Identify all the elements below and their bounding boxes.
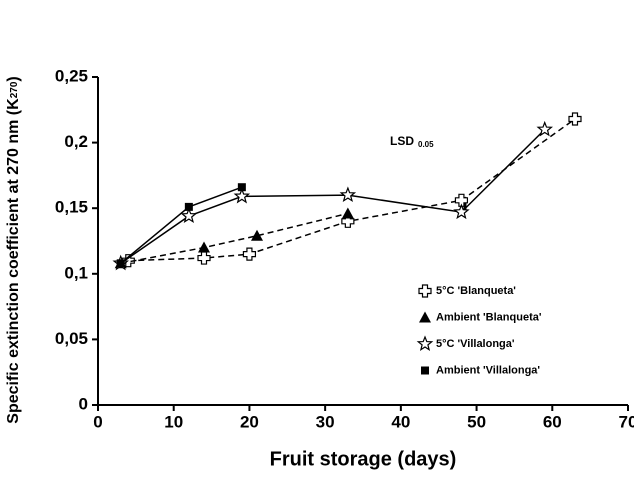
- cross-shape: [341, 214, 355, 228]
- y-tick-label: 0,05: [55, 329, 88, 348]
- triangle-shape: [198, 241, 210, 253]
- y-title-main: Specific extinction coefficient at 270 n…: [5, 98, 22, 424]
- marker-star: [416, 335, 434, 352]
- y-axis-title: Specific extinction coefficient at 270 n…: [5, 76, 22, 423]
- lsd-sub: 0.05: [418, 140, 434, 149]
- cross-shape: [454, 193, 469, 207]
- legend-label: 5°C 'Villalonga': [436, 338, 515, 350]
- x-tick-label: 0: [93, 412, 102, 431]
- y-tick-label: 0,15: [55, 198, 88, 217]
- marker-cross: [568, 112, 582, 126]
- marker-cross: [418, 284, 432, 298]
- marker-star: [453, 203, 470, 220]
- cross-shape: [418, 284, 432, 298]
- x-tick-label: 20: [240, 412, 259, 431]
- triangle-shape: [341, 207, 354, 219]
- series-line: [120, 212, 349, 265]
- star-shape: [536, 120, 554, 137]
- marker-star: [180, 207, 198, 224]
- marker-cross: [197, 251, 211, 265]
- y-title-end: ): [5, 76, 22, 81]
- marker-cross: [341, 214, 355, 228]
- legend-label: 5°C 'Blanqueta': [436, 285, 516, 297]
- x-tick-label: 10: [164, 412, 183, 431]
- marker-star: [233, 187, 251, 204]
- lsd-label: LSD 0.05: [390, 134, 434, 149]
- marker-cross: [242, 247, 257, 261]
- legend-label: Ambient 'Blanqueta': [436, 311, 542, 323]
- series-line: [120, 128, 546, 264]
- y-tick-label: 0,1: [64, 263, 88, 282]
- marker-triangle: [198, 241, 210, 253]
- marker-cross: [454, 193, 469, 207]
- y-tick-label: 0,25: [55, 66, 88, 85]
- legend-label: Ambient 'Villalonga': [436, 364, 540, 376]
- marker-star: [536, 120, 554, 137]
- cross-shape: [568, 112, 582, 126]
- triangle-shape: [251, 229, 263, 241]
- cross-shape: [197, 251, 211, 265]
- marker-square: [421, 366, 429, 375]
- lsd-text: LSD: [390, 134, 414, 148]
- marker-triangle: [251, 229, 263, 241]
- marker-triangle: [419, 311, 431, 323]
- y-title-sub: 270: [9, 81, 20, 98]
- y-tick-label: 0,2: [64, 132, 88, 151]
- marker-star: [339, 186, 357, 203]
- x-tick-label: 30: [316, 412, 335, 431]
- star-shape: [453, 203, 470, 220]
- series-line: [128, 118, 576, 262]
- marker-triangle: [341, 207, 354, 219]
- square-shape: [184, 202, 193, 211]
- x-tick-label: 50: [467, 412, 486, 431]
- cross-shape: [242, 247, 257, 261]
- star-shape: [416, 335, 434, 352]
- marker-square: [237, 183, 246, 192]
- marker-square: [116, 259, 125, 268]
- star-shape: [339, 186, 357, 203]
- square-shape: [421, 366, 429, 375]
- star-shape: [180, 207, 198, 224]
- x-tick-label: 70: [619, 412, 634, 431]
- y-tick-label: 0: [79, 394, 88, 413]
- square-shape: [237, 183, 246, 192]
- x-tick-label: 40: [391, 412, 410, 431]
- triangle-shape: [419, 311, 431, 323]
- star-shape: [233, 187, 251, 204]
- x-tick-label: 60: [543, 412, 562, 431]
- marker-square: [184, 202, 193, 211]
- square-shape: [116, 259, 125, 268]
- x-axis-title: Fruit storage (days): [270, 448, 457, 470]
